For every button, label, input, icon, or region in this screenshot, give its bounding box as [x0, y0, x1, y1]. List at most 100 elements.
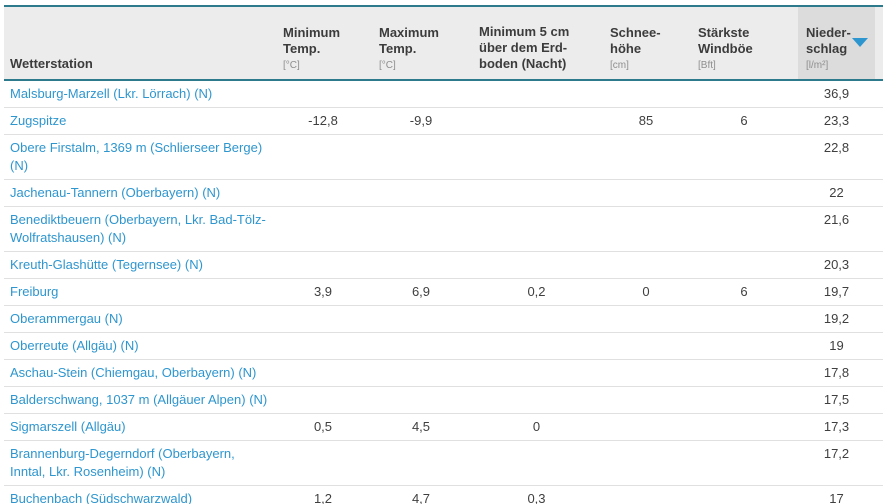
- cell-snow_depth: [602, 134, 690, 180]
- cell-precip: 21,6: [798, 206, 875, 252]
- cell-precip: 19,2: [798, 305, 875, 333]
- cell-station: Kreuth-Glashütte (Tegernsee) (N): [4, 251, 275, 279]
- cell-min_5cm: [471, 386, 602, 414]
- cell-wind_gust: [690, 332, 798, 360]
- cell-snow_depth: [602, 485, 690, 504]
- cell-max_temp: -9,9: [371, 107, 471, 135]
- station-link[interactable]: Freiburg: [10, 284, 59, 299]
- cell-wind_gust: [690, 359, 798, 387]
- cell-precip: 17,3: [798, 413, 875, 441]
- cell-precip: 20,3: [798, 251, 875, 279]
- station-link[interactable]: Brannenburg-Degerndorf (Oberbayern, Innt…: [10, 446, 235, 479]
- cell-max_temp: [371, 305, 471, 333]
- cell-wind_gust: [690, 413, 798, 441]
- cell-wind_gust: [690, 305, 798, 333]
- column-label-line: höhe: [610, 41, 642, 56]
- weather-table-container: Wetterstation Minimum Temp. [°C] Maximum Temp…: [4, 5, 883, 504]
- cell-min_5cm: 0,3: [471, 485, 602, 504]
- column-label-line: Windböe: [698, 41, 753, 56]
- cell-station: Malsburg-Marzell (Lkr. Lörrach) (N): [4, 80, 275, 108]
- cell-station: Zugspitze: [4, 107, 275, 135]
- station-link[interactable]: Jachenau-Tannern (Oberbayern) (N): [10, 185, 221, 200]
- column-label-line: Stärkste: [698, 25, 750, 40]
- cell-snow_depth: [602, 179, 690, 207]
- station-link[interactable]: Buchenbach (Südschwarzwald): [10, 491, 193, 504]
- column-label-line: Temp.: [283, 41, 321, 56]
- column-unit-label: [cm]: [610, 60, 629, 71]
- cell-snow_depth: [602, 359, 690, 387]
- cell-min_temp: [275, 386, 371, 414]
- station-link[interactable]: Kreuth-Glashütte (Tegernsee) (N): [10, 257, 203, 272]
- cell-min_5cm: [471, 179, 602, 207]
- cell-station: Sigmarszell (Allgäu): [4, 413, 275, 441]
- column-label-line: Nieder-: [806, 25, 851, 40]
- station-link[interactable]: Obere Firstalm, 1369 m (Schlierseer Berg…: [10, 140, 263, 173]
- cell-wind_gust: [690, 80, 798, 108]
- row-gutter: [875, 251, 883, 279]
- cell-wind_gust: [690, 134, 798, 180]
- cell-min_5cm: 0,2: [471, 278, 602, 306]
- cell-min_5cm: [471, 359, 602, 387]
- cell-wind_gust: [690, 440, 798, 486]
- station-link[interactable]: Aschau-Stein (Chiemgau, Oberbayern) (N): [10, 365, 257, 380]
- cell-min_temp: [275, 251, 371, 279]
- cell-min_5cm: [471, 134, 602, 180]
- row-gutter: [875, 179, 883, 207]
- cell-min_temp: [275, 134, 371, 180]
- cell-max_temp: [371, 179, 471, 207]
- column-header-station[interactable]: Wetterstation: [4, 5, 275, 81]
- column-label-line: Minimum 5 cm: [479, 24, 570, 39]
- column-header-wind_gust[interactable]: Stärkste Windböe [Bft]: [690, 5, 798, 81]
- column-header-max_temp[interactable]: Maximum Temp. [°C]: [371, 5, 471, 81]
- column-label-line: Minimum: [283, 25, 341, 40]
- table-body: Malsburg-Marzell (Lkr. Lörrach) (N) 36,9 Z…: [4, 80, 883, 504]
- column-header-min_temp[interactable]: Minimum Temp. [°C]: [275, 5, 371, 81]
- cell-snow_depth: [602, 386, 690, 414]
- cell-station: Buchenbach (Südschwarzwald): [4, 485, 275, 504]
- cell-min_temp: [275, 80, 371, 108]
- cell-precip: 19,7: [798, 278, 875, 306]
- cell-wind_gust: [690, 251, 798, 279]
- cell-snow_depth: [602, 206, 690, 252]
- cell-precip: 36,9: [798, 80, 875, 108]
- header-row: Wetterstation Minimum Temp. [°C] Maximum Temp…: [4, 5, 883, 81]
- column-header-min_5cm[interactable]: Minimum 5 cm über dem Erd-boden (Nacht): [471, 5, 602, 81]
- cell-min_temp: [275, 332, 371, 360]
- cell-precip: 17: [798, 485, 875, 504]
- station-link[interactable]: Oberreute (Allgäu) (N): [10, 338, 139, 353]
- station-link[interactable]: Zugspitze: [10, 113, 67, 128]
- row-gutter: [875, 413, 883, 441]
- cell-min_temp: [275, 179, 371, 207]
- cell-precip: 22: [798, 179, 875, 207]
- cell-snow_depth: [602, 80, 690, 108]
- station-link[interactable]: Benediktbeuern (Oberbayern, Lkr. Bad-Töl…: [10, 212, 266, 245]
- cell-min_5cm: [471, 206, 602, 252]
- column-header-snow_depth[interactable]: Schnee-höhe [cm]: [602, 5, 690, 81]
- cell-precip: 22,8: [798, 134, 875, 180]
- station-link[interactable]: Oberammergau (N): [10, 311, 123, 326]
- column-unit-label: [°C]: [379, 60, 396, 71]
- cell-wind_gust: 6: [690, 107, 798, 135]
- table-row: Aschau-Stein (Chiemgau, Oberbayern) (N) 1…: [4, 359, 883, 387]
- table-row: Malsburg-Marzell (Lkr. Lörrach) (N) 36,9: [4, 80, 883, 108]
- cell-wind_gust: [690, 386, 798, 414]
- column-unit-label: [l/m²]: [806, 60, 829, 71]
- cell-max_temp: 6,9: [371, 278, 471, 306]
- cell-snow_depth: 85: [602, 107, 690, 135]
- cell-min_temp: [275, 440, 371, 486]
- header-gutter: [875, 5, 883, 81]
- column-header-precip[interactable]: Nieder-schlag [l/m²]: [798, 5, 875, 81]
- column-label-line: über dem Erd-: [479, 40, 568, 55]
- station-link[interactable]: Malsburg-Marzell (Lkr. Lörrach) (N): [10, 86, 213, 101]
- cell-min_5cm: [471, 305, 602, 333]
- station-link[interactable]: Sigmarszell (Allgäu): [10, 419, 126, 434]
- station-link[interactable]: Balderschwang, 1037 m (Allgäuer Alpen) (…: [10, 392, 268, 407]
- cell-min_temp: [275, 206, 371, 252]
- table-row: Balderschwang, 1037 m (Allgäuer Alpen) (…: [4, 386, 883, 414]
- cell-wind_gust: 6: [690, 278, 798, 306]
- cell-max_temp: 4,5: [371, 413, 471, 441]
- table-row: Oberreute (Allgäu) (N) 19: [4, 332, 883, 360]
- cell-station: Freiburg: [4, 278, 275, 306]
- cell-max_temp: [371, 251, 471, 279]
- table-row: Jachenau-Tannern (Oberbayern) (N) 22: [4, 179, 883, 207]
